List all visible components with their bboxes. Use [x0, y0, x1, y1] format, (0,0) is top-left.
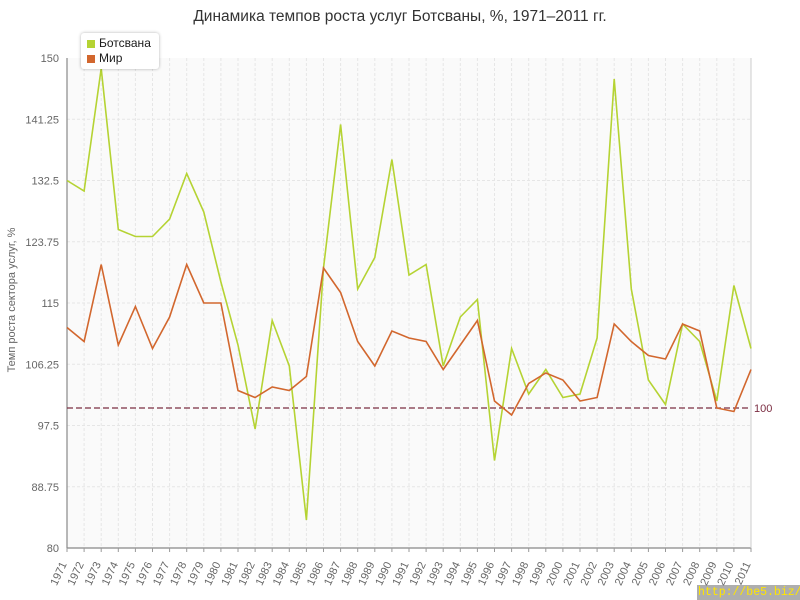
svg-text:115: 115 [41, 298, 59, 310]
svg-text:2010: 2010 [715, 560, 736, 587]
svg-text:132.5: 132.5 [31, 176, 59, 188]
svg-text:123.75: 123.75 [25, 237, 59, 249]
svg-text:97.5: 97.5 [38, 421, 59, 433]
svg-text:100: 100 [754, 403, 772, 415]
svg-text:88.75: 88.75 [31, 482, 59, 494]
svg-text:150: 150 [41, 53, 59, 65]
svg-text:141.25: 141.25 [25, 114, 59, 126]
svg-text:106.25: 106.25 [25, 359, 59, 371]
svg-text:2011: 2011 [733, 560, 754, 587]
svg-text:80: 80 [47, 543, 59, 555]
